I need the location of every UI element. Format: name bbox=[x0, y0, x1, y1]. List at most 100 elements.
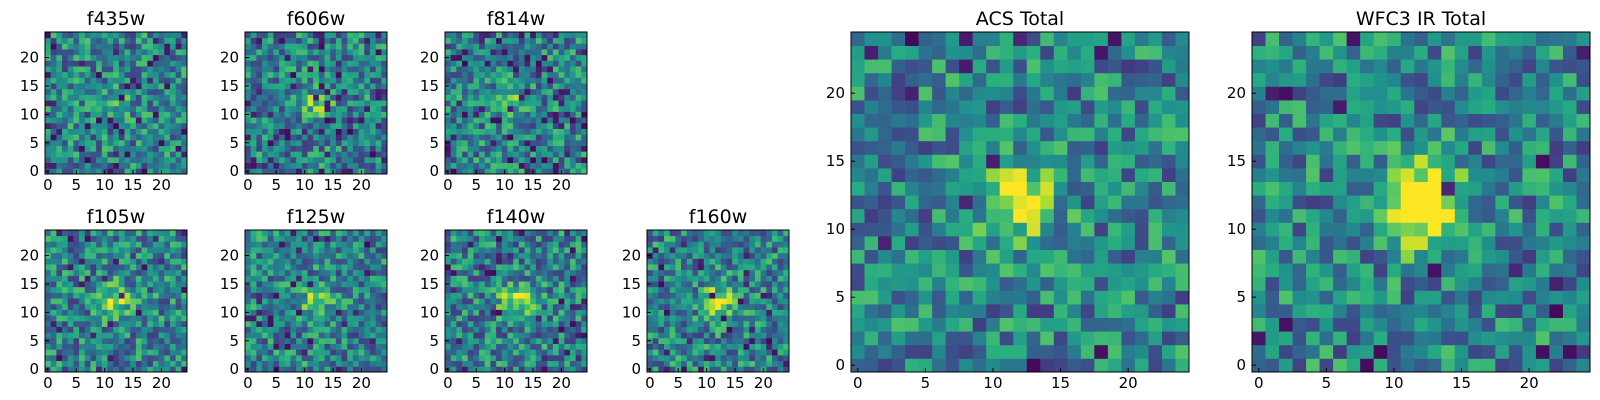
heatmap-cell bbox=[169, 122, 177, 129]
heatmap-cell bbox=[96, 298, 103, 305]
heatmap-cell bbox=[1161, 195, 1176, 210]
heatmap-cell bbox=[101, 60, 108, 67]
heatmap-cell bbox=[301, 303, 308, 310]
heatmap-cell bbox=[301, 320, 308, 327]
heatmap-cell bbox=[318, 230, 325, 237]
heatmap-cell bbox=[479, 343, 486, 350]
heatmap-cell bbox=[358, 343, 365, 350]
heatmap-cell bbox=[290, 332, 297, 339]
heatmap-cell bbox=[558, 309, 565, 316]
heatmap-cell bbox=[301, 145, 308, 152]
heatmap-cell bbox=[262, 134, 269, 141]
heatmap-cell bbox=[141, 139, 148, 146]
heatmap-cell bbox=[467, 66, 474, 73]
heatmap-cell bbox=[147, 145, 154, 152]
heatmap-cell bbox=[245, 151, 252, 158]
heatmap-cell bbox=[101, 37, 108, 44]
heatmap-cell bbox=[352, 247, 359, 254]
heatmap-cell bbox=[698, 354, 705, 362]
heatmap-cell bbox=[732, 286, 739, 293]
heatmap-cell bbox=[262, 77, 269, 84]
heatmap-cell bbox=[301, 134, 308, 141]
heatmap-cell bbox=[273, 100, 280, 107]
heatmap-cell bbox=[652, 247, 659, 254]
x-tick-label: 5 bbox=[471, 374, 481, 392]
heatmap-cell bbox=[90, 298, 97, 305]
heatmap-cell bbox=[141, 117, 148, 124]
heatmap-cell bbox=[1107, 263, 1122, 278]
heatmap-cell bbox=[513, 139, 520, 146]
heatmap-cell bbox=[330, 117, 337, 124]
heatmap-cell bbox=[358, 235, 365, 242]
heatmap-cell bbox=[518, 235, 525, 242]
x-tick-label: 20 bbox=[552, 176, 571, 194]
heatmap-cell bbox=[152, 235, 159, 242]
heatmap-cell bbox=[335, 60, 342, 67]
heatmap-cell bbox=[273, 134, 280, 141]
heatmap-cell bbox=[518, 292, 525, 299]
heatmap-cell bbox=[462, 105, 469, 112]
heatmap-cell bbox=[290, 71, 297, 78]
heatmap-cell bbox=[518, 83, 525, 90]
heatmap-cell bbox=[318, 315, 325, 322]
heatmap-cell bbox=[766, 235, 773, 242]
heatmap-cell bbox=[501, 281, 508, 288]
heatmap-cell bbox=[766, 366, 773, 373]
heatmap-cell bbox=[726, 264, 733, 271]
heatmap-cell bbox=[479, 145, 486, 152]
heatmap-cell bbox=[692, 326, 699, 333]
heatmap-cell bbox=[84, 309, 91, 316]
heatmap-cell bbox=[524, 269, 531, 276]
heatmap-cell bbox=[45, 320, 52, 327]
heatmap-cell bbox=[279, 309, 286, 316]
heatmap-cell bbox=[84, 252, 91, 259]
heatmap-cell bbox=[335, 145, 342, 152]
heatmap-cell bbox=[732, 298, 739, 305]
plot-title: f606w bbox=[287, 8, 346, 30]
heatmap-cell bbox=[1040, 127, 1055, 142]
heatmap-cell bbox=[686, 309, 693, 316]
heatmap-cell bbox=[250, 315, 257, 322]
heatmap-cell bbox=[581, 60, 588, 67]
heatmap-cell bbox=[524, 281, 531, 288]
heatmap-cell bbox=[164, 258, 171, 265]
heatmap-cell bbox=[369, 326, 377, 333]
heatmap-cell bbox=[307, 139, 314, 146]
heatmap-cell bbox=[113, 60, 120, 67]
heatmap-cell bbox=[352, 156, 359, 164]
heatmap-cell bbox=[341, 88, 348, 95]
heatmap-cell bbox=[777, 258, 784, 265]
heatmap-cell bbox=[181, 37, 188, 44]
heatmap-cell bbox=[273, 60, 280, 67]
heatmap-cell bbox=[496, 100, 503, 107]
heatmap-cell bbox=[1013, 181, 1028, 196]
heatmap-cell bbox=[535, 264, 542, 271]
heatmap-cell bbox=[147, 349, 154, 356]
heatmap-cell bbox=[158, 117, 165, 124]
heatmap-cell bbox=[341, 162, 348, 169]
heatmap-cell bbox=[158, 77, 165, 84]
heatmap-cell bbox=[284, 122, 291, 129]
heatmap-cell bbox=[1080, 290, 1095, 305]
heatmap-cell bbox=[581, 269, 588, 276]
heatmap-cell bbox=[381, 360, 388, 367]
heatmap-cell bbox=[73, 54, 80, 61]
heatmap-cell bbox=[669, 241, 676, 248]
heatmap-cell bbox=[664, 247, 671, 254]
heatmap-cell bbox=[313, 264, 320, 271]
heatmap-cell bbox=[564, 54, 571, 61]
heatmap-cell bbox=[245, 156, 252, 164]
heatmap-cell bbox=[262, 139, 269, 146]
heatmap-cell bbox=[56, 77, 63, 84]
heatmap-cell bbox=[96, 151, 103, 158]
heatmap-cell bbox=[256, 151, 263, 158]
heatmap-cell bbox=[307, 264, 314, 271]
heatmap-cell bbox=[473, 145, 480, 152]
heatmap-cell bbox=[479, 37, 486, 44]
heatmap-cell bbox=[507, 54, 514, 61]
heatmap-cell bbox=[1121, 263, 1136, 278]
heatmap-cell bbox=[462, 258, 469, 265]
heatmap-cell bbox=[96, 258, 103, 265]
heatmap-cell bbox=[335, 309, 342, 316]
